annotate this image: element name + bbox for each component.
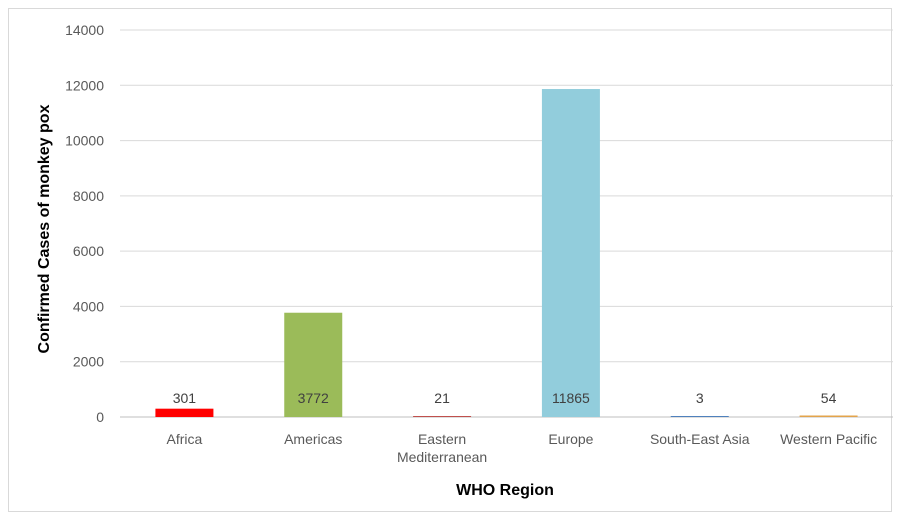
- x-tick-label: Americas: [284, 431, 342, 447]
- x-tick-label: Eastern Mediterranean: [397, 431, 487, 465]
- y-axis-title: Confirmed Cases of monkey pox: [36, 104, 53, 353]
- gridlines: [120, 29, 893, 418]
- x-axis-ticks: Africa Americas Eastern Mediterranean Europe…: [167, 431, 878, 465]
- data-label: 3: [696, 390, 704, 406]
- chart-frame: [8, 8, 892, 512]
- x-tick-label: Europe: [548, 431, 593, 447]
- y-tick-label: 12000: [65, 77, 104, 93]
- data-label: 11865: [552, 390, 590, 406]
- x-axis-title: WHO Region: [456, 482, 554, 499]
- x-tick-label: Africa: [167, 431, 203, 447]
- bars: [155, 89, 858, 417]
- y-tick-label: 8000: [73, 188, 104, 204]
- bar: [155, 408, 214, 417]
- data-labels: 301 3772 21 11865 3 54: [173, 390, 837, 406]
- x-tick-label: Western Pacific: [780, 431, 877, 447]
- y-tick-label: 6000: [73, 243, 104, 259]
- bar: [284, 312, 343, 417]
- bar: [541, 89, 600, 417]
- data-label: 3772: [298, 390, 329, 406]
- data-label: 54: [821, 390, 837, 406]
- bar: [799, 415, 858, 417]
- y-tick-label: 4000: [73, 298, 104, 314]
- y-tick-label: 10000: [65, 133, 104, 149]
- y-axis-ticks: 0 2000 4000 6000 8000 10000 12000 14000: [65, 22, 104, 425]
- y-tick-label: 0: [96, 409, 104, 425]
- bar: [413, 416, 472, 417]
- bar: [670, 416, 729, 417]
- y-tick-label: 14000: [65, 22, 104, 38]
- data-label: 21: [434, 390, 450, 406]
- y-tick-label: 2000: [73, 354, 104, 370]
- x-tick-label: South-East Asia: [650, 431, 750, 447]
- data-label: 301: [173, 390, 197, 406]
